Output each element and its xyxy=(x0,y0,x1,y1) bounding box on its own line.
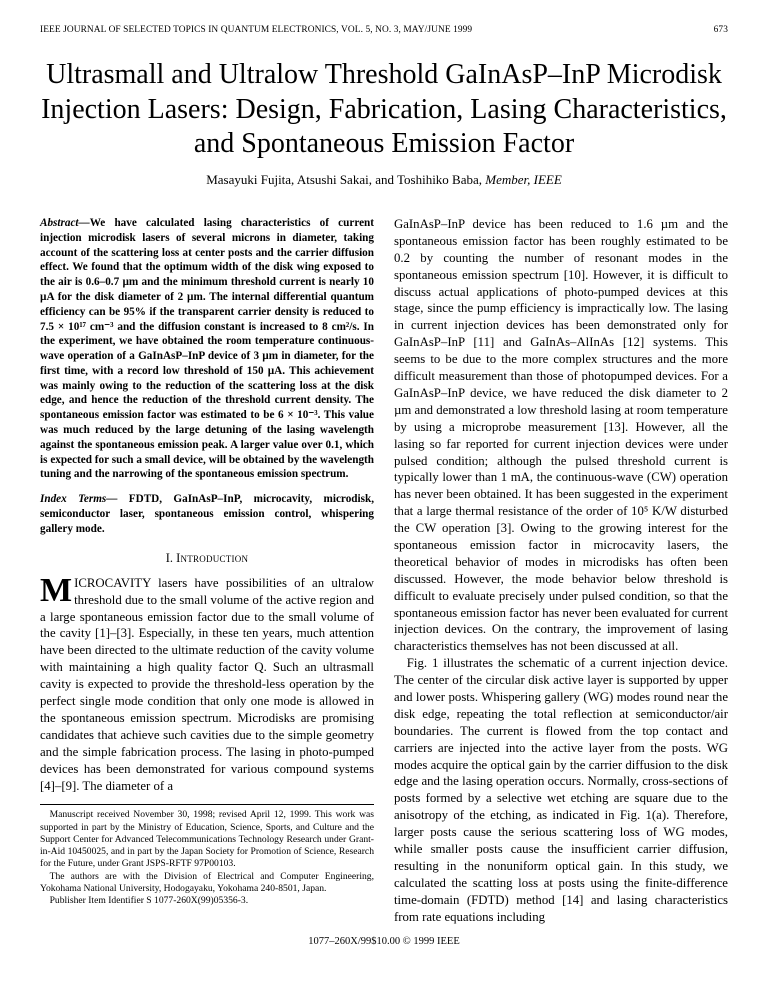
footnotes-block: Manuscript received November 30, 1998; r… xyxy=(40,804,374,907)
dropcap-letter: M xyxy=(40,575,74,605)
journal-name: IEEE JOURNAL OF SELECTED TOPICS IN QUANT… xyxy=(40,24,472,36)
index-terms-label: Index Terms— xyxy=(40,493,117,505)
intro-paragraph-1-text: ICROCAVITY lasers have possibilities of … xyxy=(40,576,374,793)
authors-line: Masayuki Fujita, Atsushi Sakai, and Tosh… xyxy=(40,171,728,188)
footnote-manuscript: Manuscript received November 30, 1998; r… xyxy=(40,809,374,870)
article-title: Ultrasmall and Ultralow Threshold GaInAs… xyxy=(40,58,728,160)
abstract-block: Abstract—We have calculated lasing chara… xyxy=(40,216,374,482)
col2-paragraph-2: Fig. 1 illustrates the schematic of a cu… xyxy=(394,655,728,925)
running-header: IEEE JOURNAL OF SELECTED TOPICS IN QUANT… xyxy=(40,24,728,36)
page-number: 673 xyxy=(714,24,728,36)
authors-membership: Member, IEEE xyxy=(482,172,562,187)
index-terms-block: Index Terms— FDTD, GaInAsP–InP, microcav… xyxy=(40,492,374,536)
section-heading-1: I. Introduction xyxy=(40,550,374,566)
copyright-line: 1077–260X/99$10.00 © 1999 IEEE xyxy=(40,935,728,949)
abstract-label: Abstract— xyxy=(40,217,90,229)
section-number: I. xyxy=(166,551,173,565)
footnote-pii: Publisher Item Identifier S 1077-260X(99… xyxy=(40,895,374,907)
two-column-body: Abstract—We have calculated lasing chara… xyxy=(40,216,728,925)
intro-paragraph-1: MICROCAVITY lasers have possibilities of… xyxy=(40,575,374,795)
authors-names: Masayuki Fujita, Atsushi Sakai, and Tosh… xyxy=(206,172,482,187)
abstract-text: We have calculated lasing characteristic… xyxy=(40,217,374,480)
footnote-affiliation: The authors are with the Division of Ele… xyxy=(40,871,374,896)
col2-paragraph-1: GaInAsP–InP device has been reduced to 1… xyxy=(394,216,728,655)
section-title: Introduction xyxy=(176,551,248,565)
